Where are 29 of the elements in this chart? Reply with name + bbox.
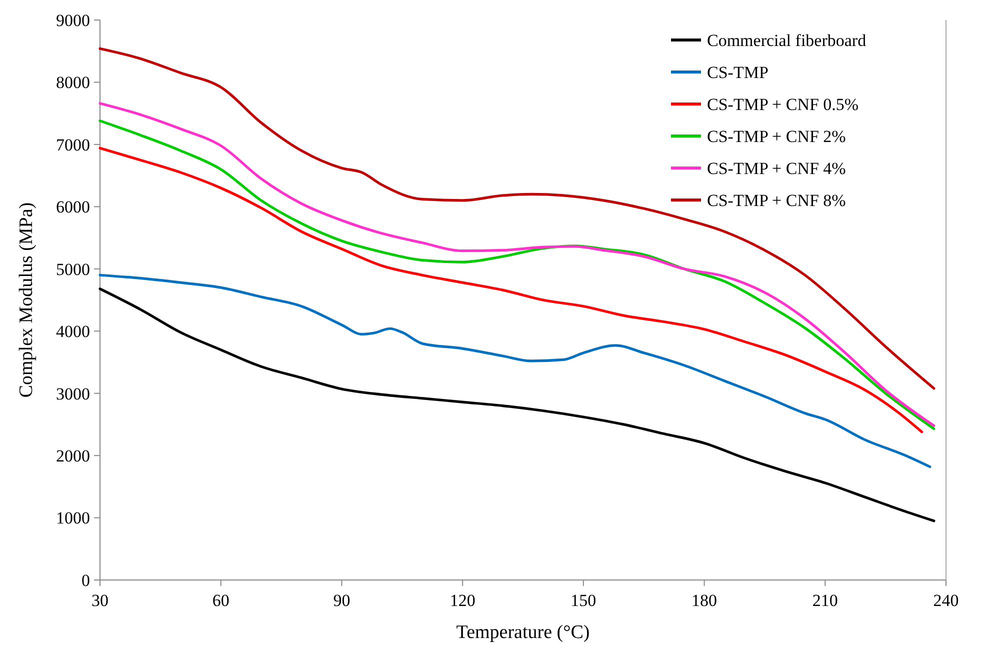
x-axis-title: Temperature (°C) — [456, 622, 590, 643]
y-tick-label: 1000 — [56, 508, 90, 528]
x-tick-label: 180 — [692, 591, 718, 610]
x-tick-label: 240 — [933, 591, 959, 610]
y-tick-label: 4000 — [56, 322, 90, 342]
legend-label: CS-TMP — [707, 62, 768, 82]
y-tick-label: 7000 — [56, 135, 90, 154]
y-tick-label: 8000 — [56, 73, 90, 92]
line-series — [98, 274, 932, 468]
legend-label: CS-TMP + CNF 4% — [707, 158, 846, 178]
y-tick-label: 3000 — [56, 384, 90, 404]
x-tick-label: 120 — [450, 591, 476, 610]
y-tick-label: 5000 — [56, 260, 90, 279]
line-series — [98, 47, 936, 390]
x-tick-label: 30 — [92, 591, 108, 610]
legend-label: CS-TMP + CNF 0.5% — [707, 94, 859, 114]
y-tick-label: 2000 — [56, 446, 90, 466]
x-tick-label: 210 — [812, 591, 838, 610]
legend-label: CS-TMP + CNF 2% — [707, 126, 846, 146]
y-tick-label: 6000 — [56, 198, 90, 217]
legend-label: CS-TMP + CNF 8% — [707, 190, 846, 210]
x-tick-label: 60 — [212, 591, 230, 610]
y-tick-label: 9000 — [56, 10, 90, 30]
x-tick-label: 90 — [333, 591, 350, 610]
legend-label: Commercial fiberboard — [707, 30, 867, 50]
x-tick-label: 150 — [570, 591, 596, 610]
line-series — [98, 288, 936, 522]
y-tick-label: 0 — [82, 570, 90, 590]
y-axis-title: Complex Modulus (MPa) — [16, 202, 37, 398]
